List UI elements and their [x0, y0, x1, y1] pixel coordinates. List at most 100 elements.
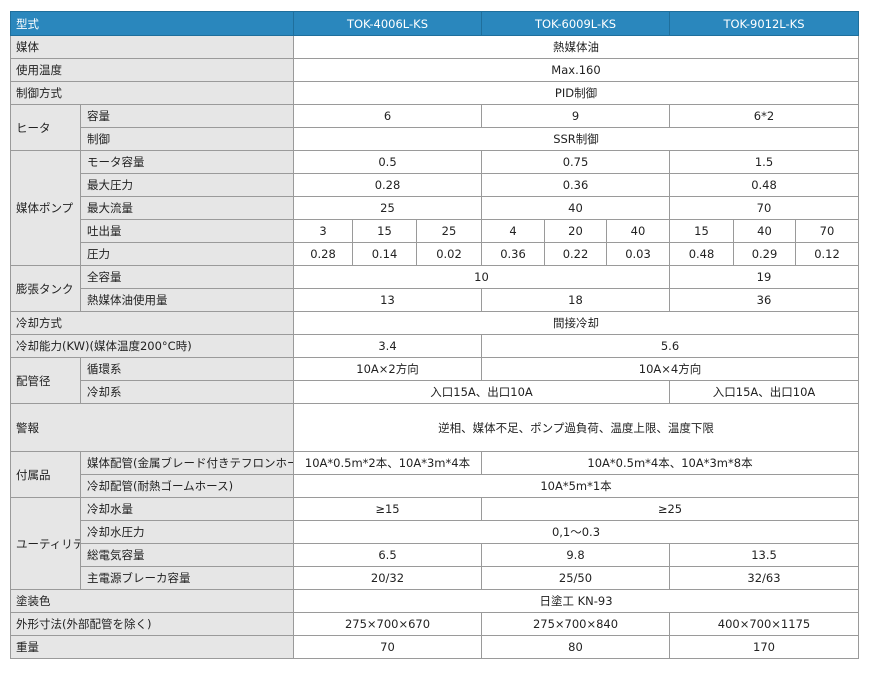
row-piping-circ: 配管径 循環系 10A×2方向 10A×4方向	[10, 357, 859, 404]
value: 70	[669, 196, 859, 220]
label: 熱媒体油使用量	[80, 288, 294, 312]
row-cooling-capacity: 冷却能力(KW)(媒体温度200°C時) 3.4 5.6	[10, 334, 859, 358]
row-util-water: ユーティリティ冷却水量 ≥15≥25	[10, 497, 859, 590]
value: 13.5	[669, 543, 859, 567]
value: 9	[481, 104, 670, 128]
value: 4	[481, 219, 545, 243]
value: 275×700×840	[481, 612, 670, 636]
value: 20	[544, 219, 607, 243]
model-2: TOK-6009L-KS	[481, 11, 670, 36]
value: 0.48	[669, 173, 859, 197]
value: 170	[669, 635, 859, 659]
value: 入口15A、出口10A	[293, 380, 670, 404]
value: ≥25	[481, 497, 859, 521]
value: 15	[352, 219, 417, 243]
value: 275×700×670	[293, 612, 482, 636]
value: 80	[481, 635, 670, 659]
model-1: TOK-4006L-KS	[293, 11, 482, 36]
value: 6	[293, 104, 482, 128]
label: 警報	[10, 403, 294, 452]
row-alarm: 警報 逆相、媒体不足、ポンプ過負荷、温度上限、温度下限	[10, 403, 859, 452]
value: 3	[293, 219, 353, 243]
value: 熱媒体油	[293, 35, 859, 59]
label: 容量	[80, 104, 294, 128]
row-pump-max-flow: 最大流量 25 40 70	[11, 196, 859, 220]
label: 冷却方式	[10, 311, 294, 335]
model-3: TOK-9012L-KS	[669, 11, 859, 36]
value: 間接冷却	[293, 311, 859, 335]
value: 0.36	[481, 242, 545, 266]
row-control: 制御方式 PID制御	[10, 81, 859, 105]
header-row: 型式 TOK-4006L-KS TOK-6009L-KS TOK-9012L-K…	[10, 11, 859, 36]
value: 0.36	[481, 173, 670, 197]
value: 40	[733, 219, 796, 243]
row-acc-media: 付属品 媒体配管(金属ブレード付きテフロンホース) 10A*0.5m*2本、10A…	[10, 451, 859, 498]
label: 制御	[80, 127, 294, 151]
value: 逆相、媒体不足、ポンプ過負荷、温度上限、温度下限	[293, 403, 859, 452]
value: 10	[293, 265, 670, 289]
label: 冷却水量	[80, 497, 294, 521]
group-label: ヒータ	[10, 104, 81, 151]
value: 0,1～0.3	[293, 520, 859, 544]
value: 400×700×1175	[669, 612, 859, 636]
value: 32/63	[669, 566, 859, 590]
row-util-breaker: 主電源ブレーカ容量 20/32 25/50 32/63	[11, 566, 859, 590]
label: 冷却系	[80, 380, 294, 404]
value: 10A*5m*1本	[293, 474, 859, 498]
label: 塗装色	[10, 589, 294, 613]
label: 媒体配管(金属ブレード付きテフロンホース)	[80, 451, 294, 475]
value: 0.48	[669, 242, 734, 266]
label: 全容量	[80, 265, 294, 289]
value: Max.160	[293, 58, 859, 82]
value: 6.5	[293, 543, 482, 567]
value: 10A*0.5m*4本、10A*3m*8本	[481, 451, 859, 475]
label: 冷却能力(KW)(媒体温度200°C時)	[10, 334, 294, 358]
group-label: 付属品	[10, 451, 81, 498]
row-pump-max-pressure: 最大圧力 0.28 0.36 0.48	[11, 173, 859, 197]
value: 0.12	[795, 242, 859, 266]
row-pump-discharge: 吐出量 3 15 25 4 20 40 15 40 70	[11, 219, 859, 243]
row-medium: 媒体 熱媒体油	[10, 35, 859, 59]
label: 最大圧力	[80, 173, 294, 197]
value: 15	[669, 219, 734, 243]
row-temp: 使用温度 Max.160	[10, 58, 859, 82]
value: 0.75	[481, 150, 670, 174]
value: 0.22	[544, 242, 607, 266]
label: 重量	[10, 635, 294, 659]
value: 70	[795, 219, 859, 243]
value: 0.5	[293, 150, 482, 174]
value: 0.14	[352, 242, 417, 266]
label: 使用温度	[10, 58, 294, 82]
value: 25/50	[481, 566, 670, 590]
label: 外形寸法(外部配管を除く)	[10, 612, 294, 636]
row-pump-pressure: 圧力 0.28 0.14 0.02 0.36 0.22 0.03 0.48 0.29 0.12	[11, 242, 859, 266]
header-label: 型式	[10, 11, 294, 36]
group-label: 配管径	[10, 357, 81, 404]
row-weight: 重量 70 80 170	[10, 635, 859, 659]
value: 0.03	[606, 242, 670, 266]
value: 1.5	[669, 150, 859, 174]
value: 0.28	[293, 173, 482, 197]
label: 制御方式	[10, 81, 294, 105]
label: 循環系	[80, 357, 294, 381]
label: 総電気容量	[80, 543, 294, 567]
value: 70	[293, 635, 482, 659]
row-tank-oil: 熱媒体油使用量 13 18 36	[11, 288, 859, 312]
row-dims: 外形寸法(外部配管を除く) 275×700×670 275×700×840 400×…	[10, 612, 859, 636]
value: 13	[293, 288, 482, 312]
value: 25	[293, 196, 482, 220]
row-acc-cool: 冷却配管(耐熱ゴームホース) 10A*5m*1本	[11, 474, 859, 498]
value: 20/32	[293, 566, 482, 590]
group-label: 膨張タンク	[10, 265, 81, 312]
label: 圧力	[80, 242, 294, 266]
value: 40	[481, 196, 670, 220]
value: SSR制御	[293, 127, 859, 151]
value: 40	[606, 219, 670, 243]
label: 冷却配管(耐熱ゴームホース)	[80, 474, 294, 498]
row-util-power: 総電気容量 6.5 9.8 13.5	[11, 543, 859, 567]
row-tank-total: 膨張タンク 全容量 10 19	[10, 265, 859, 312]
label: 吐出量	[80, 219, 294, 243]
value: 5.6	[481, 334, 859, 358]
value: ≥15	[293, 497, 482, 521]
value: 10A*0.5m*2本、10A*3m*4本	[293, 451, 482, 475]
